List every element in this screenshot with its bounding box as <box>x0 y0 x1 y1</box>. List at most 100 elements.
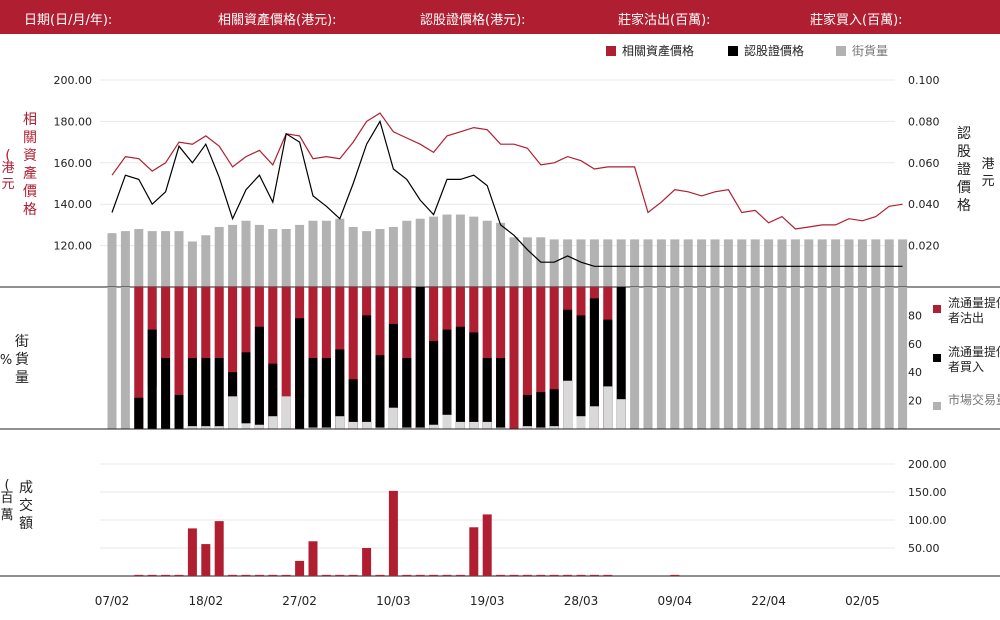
outstanding-bar <box>268 229 278 287</box>
mm-buy-bar <box>576 315 586 429</box>
mm-buy-bar <box>442 329 452 429</box>
market-volume-bar <box>482 421 492 429</box>
turnover-bar <box>589 574 599 576</box>
outstanding-bar <box>683 239 693 287</box>
outstanding-bar <box>589 239 599 287</box>
outstanding-bar <box>831 287 841 429</box>
x-tick-label: 19/03 <box>470 594 505 608</box>
market-volume-bar <box>455 421 465 429</box>
mm-sell-bar <box>214 287 224 358</box>
outstanding-bar <box>563 239 573 287</box>
outstanding-bar <box>750 239 760 287</box>
outstanding-bar <box>764 287 774 429</box>
mm-buy-bar <box>335 349 345 429</box>
outstanding-bar <box>898 287 908 429</box>
x-tick-label: 22/04 <box>751 594 786 608</box>
mm-sell-bar <box>201 287 211 358</box>
outstanding-bar <box>375 229 385 287</box>
outstanding-bar <box>884 239 894 287</box>
mm-buy-bar <box>549 389 559 429</box>
outstanding-bar <box>697 287 707 429</box>
outstanding-bar <box>415 218 425 287</box>
outstanding-bar <box>214 226 224 287</box>
turnover-bar <box>455 574 465 576</box>
mm-sell-bar <box>228 287 238 429</box>
turnover-bar <box>603 574 613 576</box>
left-tick-label: 120.00 <box>54 240 93 253</box>
right-tick-label: 0.100 <box>908 74 940 87</box>
market-volume-bar <box>415 427 425 429</box>
mm-sell-bar <box>161 287 171 358</box>
outstanding-bar <box>630 287 640 429</box>
outstanding-bar <box>429 216 439 287</box>
outstanding-bar <box>134 229 144 287</box>
mm-buy-bar <box>134 397 144 429</box>
market-volume-bar <box>429 424 439 429</box>
mm-buy-bar <box>388 323 398 429</box>
mm-sell-label: 莊家沽出(百萬): <box>618 13 711 28</box>
outstanding-bar <box>509 237 519 287</box>
market-axis-unit: % <box>0 353 12 368</box>
market-volume-bar <box>241 423 251 429</box>
left-axis-label-char: 價 <box>23 183 37 200</box>
outstanding-bar <box>254 224 264 287</box>
mm-buy-bar <box>214 358 224 429</box>
turnover-tick-label: 200.00 <box>908 458 947 471</box>
outstanding-bar <box>804 287 814 429</box>
outstanding-bar <box>710 287 720 429</box>
outstanding-bar <box>844 287 854 429</box>
turnover-bar <box>563 574 573 576</box>
outstanding-bar <box>723 287 733 429</box>
outstanding-bar <box>670 287 680 429</box>
turnover-tick-label: 50.00 <box>908 542 940 555</box>
outstanding-bar <box>764 239 774 287</box>
left-axis-label-char: 關 <box>23 130 37 146</box>
outstanding-bar <box>737 239 747 287</box>
outstanding-bar <box>522 237 532 287</box>
mm-sell-bar <box>509 287 519 429</box>
turnover-bar <box>670 574 680 576</box>
mm-sell-bar <box>241 287 251 373</box>
outstanding-bar <box>120 231 130 287</box>
outstanding-bar <box>643 287 653 429</box>
mm-buy-bar <box>616 287 626 429</box>
outstanding-bar <box>857 287 867 429</box>
turnover-bar <box>161 574 171 576</box>
mm-sell-bar <box>281 287 291 429</box>
left-axis-label-char: 產 <box>23 165 37 182</box>
mm-buy-bar <box>603 319 613 429</box>
right-tick-label: 0.040 <box>908 198 940 211</box>
market-volume-bar <box>469 421 479 429</box>
x-tick-label: 10/03 <box>376 594 411 608</box>
turnover-bar <box>335 574 345 576</box>
turnover-tick-label: 100.00 <box>908 514 947 527</box>
mm-sell-bar <box>268 287 278 429</box>
turnover-bar <box>268 574 278 576</box>
market-volume-bar <box>563 380 573 429</box>
market-volume-bar <box>442 414 452 429</box>
outstanding-bar <box>388 226 398 287</box>
right-axis-label-char: 認 <box>957 126 971 142</box>
outstanding-bar <box>656 239 666 287</box>
market-volume-bar <box>522 426 532 429</box>
turnover-tick-label: 150.00 <box>908 486 947 499</box>
market-volume-bar <box>214 426 224 429</box>
outstanding-bar <box>898 239 908 287</box>
mm-buy-bar <box>268 363 278 429</box>
date-label: 日期(日/月/年): <box>24 13 113 28</box>
mm-buy-bar <box>402 358 412 429</box>
market-volume-bar <box>388 407 398 429</box>
turnover-bar <box>429 574 439 576</box>
market-axis-label-char: 街 <box>15 334 29 350</box>
market-volume-bar <box>402 427 412 429</box>
outstanding-bar <box>844 239 854 287</box>
underlying-price-label: 相關資產價格(港元): <box>218 13 337 28</box>
turnover-bar <box>147 574 157 576</box>
turnover-bar <box>522 574 532 576</box>
mm-sell-bar <box>174 287 184 429</box>
right-axis-label-char: 股 <box>957 144 971 160</box>
outstanding-bar <box>348 226 358 287</box>
turnover-bar <box>442 574 452 576</box>
market-axis-label-char: 量 <box>15 370 29 386</box>
